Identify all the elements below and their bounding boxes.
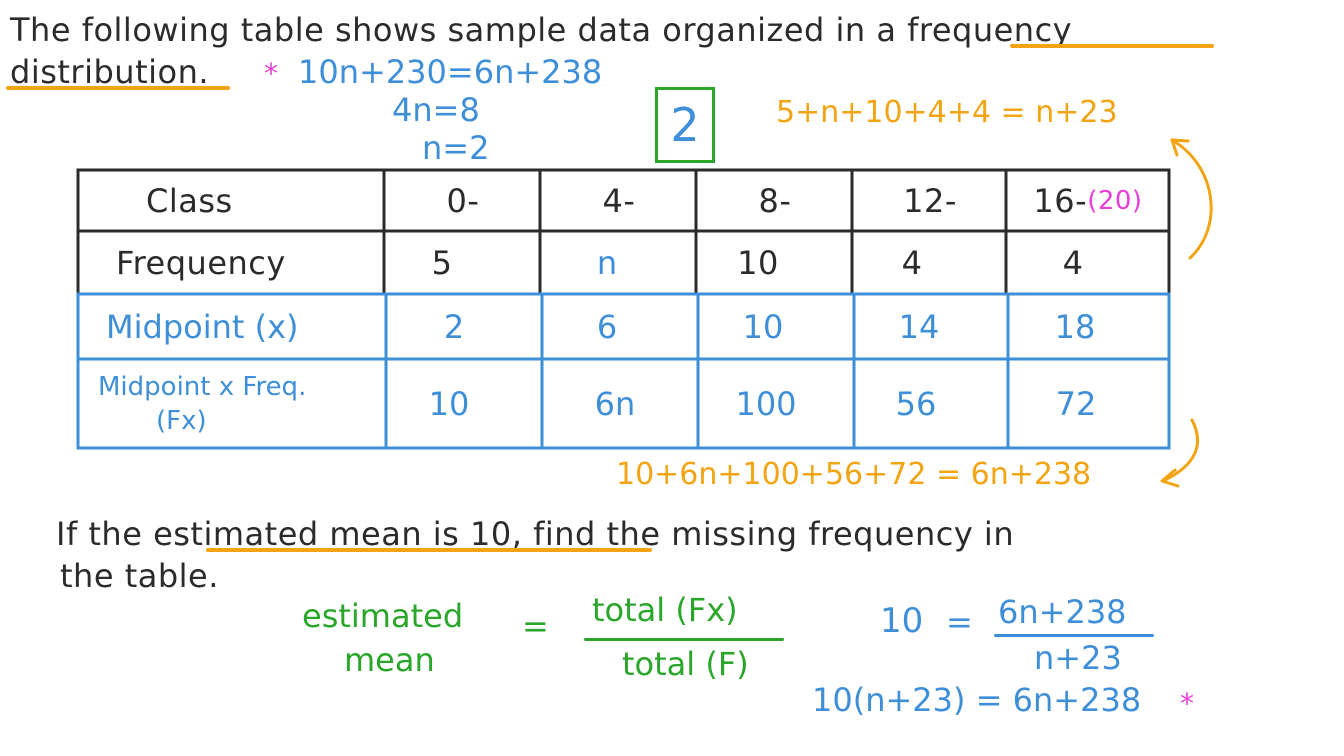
intro-period: . xyxy=(198,53,210,91)
fx-cell-2: 6n xyxy=(594,385,636,423)
equation-3: n=2 xyxy=(422,129,490,167)
table-header-midpoint: Midpoint (x) xyxy=(106,308,299,346)
answer-box: 2 xyxy=(655,87,715,163)
frequency-cell-4: 4 xyxy=(901,244,923,282)
frequency-sum-equation: 5+n+10+4+4 = n+23 xyxy=(776,95,1118,130)
frequency-cell-2: n xyxy=(596,244,618,282)
table-blue-border xyxy=(76,292,1171,450)
question-line1: If the estimated mean is 10, find the mi… xyxy=(56,518,1014,550)
intro-line1-text: The following table shows sample data or… xyxy=(10,11,897,49)
class-cell-4: 12- xyxy=(903,182,957,220)
arrow-up-curve xyxy=(1170,138,1213,260)
arrow-down-curve xyxy=(1163,418,1200,482)
fx-sum-equation: 10+6n+100+56+72 = 6n+238 xyxy=(616,457,1092,492)
answer-value: 2 xyxy=(670,98,700,152)
underline-frequency xyxy=(1010,44,1214,48)
substitution-numerator: 6n+238 xyxy=(998,593,1127,631)
arrow-down-head xyxy=(1160,468,1180,488)
fx-cell-5: 72 xyxy=(1055,385,1097,423)
midpoint-cell-1: 2 xyxy=(443,308,465,346)
formula-fraction-bar xyxy=(584,638,784,641)
midpoint-cell-5: 18 xyxy=(1054,308,1096,346)
question-term-estimated-mean: estimated mean is 10 xyxy=(153,515,512,553)
frequency-cell-3: 10 xyxy=(737,244,779,282)
arrow-up-head xyxy=(1170,138,1190,157)
class-cell-2: 4- xyxy=(602,182,636,220)
intro-term-distribution: distribution xyxy=(10,53,199,91)
fx-cell-1: 10 xyxy=(428,385,470,423)
formula-lhs-line2: mean xyxy=(344,641,435,679)
intro-line1: The following table shows sample data or… xyxy=(10,14,1072,46)
substitution-denominator: n+23 xyxy=(1034,639,1122,677)
class-cell-5-note: (20) xyxy=(1087,186,1143,216)
fx-cell-3: 100 xyxy=(735,385,797,423)
cross-multiplied-equation: 10(n+23) = 6n+238 xyxy=(812,681,1142,719)
intro-term-frequency: frequency xyxy=(907,11,1073,49)
formula-denominator: total (F) xyxy=(622,645,749,683)
equation-2: 4n=8 xyxy=(392,91,480,129)
frequency-cell-5: 4 xyxy=(1062,244,1084,282)
frequency-cell-1: 5 xyxy=(431,244,453,282)
class-cell-5: 16- (20) xyxy=(1008,172,1168,230)
substitution-lhs: 10 xyxy=(880,601,924,641)
substitution-fraction-bar xyxy=(994,634,1154,637)
midpoint-cell-2: 6 xyxy=(596,308,618,346)
intro-line2: distribution. xyxy=(10,56,209,88)
underline-estimated-mean xyxy=(206,548,652,552)
class-cell-3: 8- xyxy=(758,182,792,220)
class-cell-1: 0- xyxy=(446,182,480,220)
table-header-fx-line2: (Fx) xyxy=(156,406,207,436)
formula-numerator: total (Fx) xyxy=(592,591,738,629)
question-line2: the table. xyxy=(60,557,219,595)
midpoint-cell-3: 10 xyxy=(742,308,784,346)
table-header-frequency: Frequency xyxy=(116,244,286,282)
star-marker-top: * xyxy=(264,57,278,90)
fx-cell-4: 56 xyxy=(895,385,937,423)
formula-lhs-line1: estimated xyxy=(302,597,464,635)
star-marker-bottom: * xyxy=(1180,687,1194,720)
question-prefix: If the xyxy=(56,515,143,553)
table-header-class: Class xyxy=(146,182,233,220)
substitution-equals: = xyxy=(946,603,973,641)
table-header-fx-line1: Midpoint x Freq. xyxy=(98,372,307,402)
class-cell-5-value: 16- xyxy=(1033,182,1088,220)
formula-equals: = xyxy=(522,607,549,645)
equation-1: 10n+230=6n+238 xyxy=(298,53,603,91)
underline-distribution xyxy=(6,86,230,90)
question-suffix: , find the missing frequency in xyxy=(511,515,1015,553)
midpoint-cell-4: 14 xyxy=(898,308,940,346)
